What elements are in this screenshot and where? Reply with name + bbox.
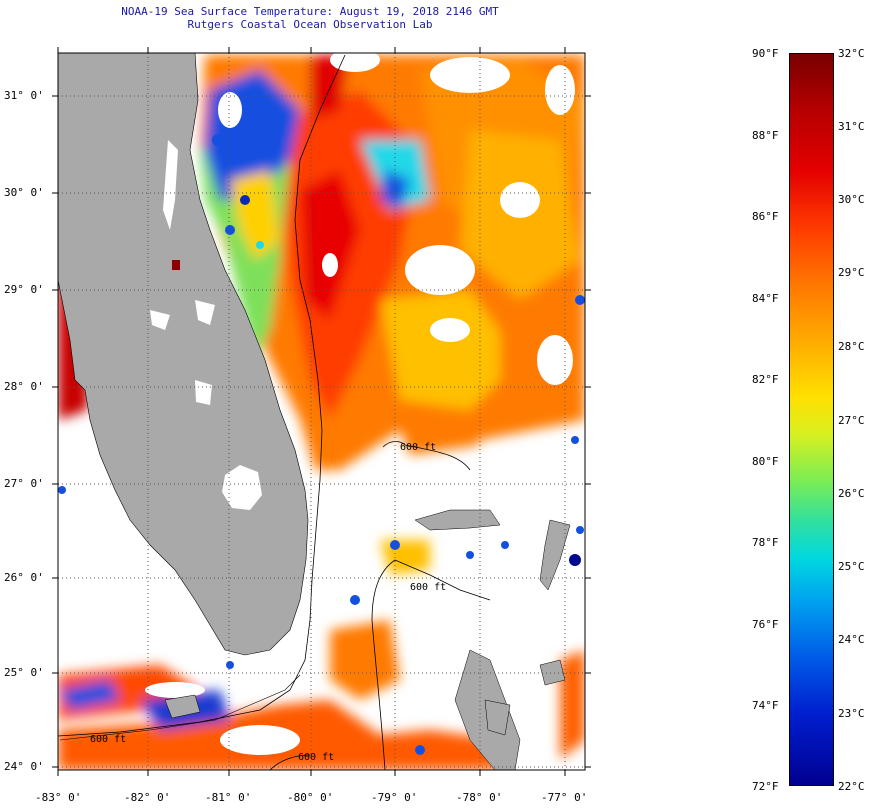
- colorbar-c-label: 24°C: [838, 633, 865, 646]
- contour-label: 600 ft: [400, 442, 436, 453]
- contour-label: 600 ft: [298, 752, 334, 763]
- colorbar-c-label: 23°C: [838, 707, 865, 720]
- lake-okeechobee: [222, 465, 262, 510]
- isobath-contours: [58, 54, 491, 770]
- map-subtitle: Rutgers Coastal Ocean Observation Lab: [187, 18, 433, 31]
- colorbar-c-label: 22°C: [838, 780, 865, 793]
- colorbar-f-label: 90°F: [752, 47, 779, 60]
- lon-label: -79° 0': [371, 791, 418, 804]
- lat-label: 25° 0': [4, 666, 44, 679]
- map-frame: [57, 52, 586, 771]
- axis-ticks: [52, 47, 591, 776]
- lat-label: 30° 0': [4, 186, 44, 199]
- colorbar-f-label: 76°F: [752, 618, 779, 631]
- cold-specks: [58, 134, 585, 755]
- colorbar-c-label: 32°C: [838, 47, 865, 60]
- colorbar-f-label: 72°F: [752, 780, 779, 793]
- colorbar-f-label: 74°F: [752, 699, 779, 712]
- sst-map: 600 ft 600 ft 600 ft 600 ft: [52, 47, 591, 776]
- colorbar-f-label: 86°F: [752, 210, 779, 223]
- contour-label: 600 ft: [90, 734, 126, 745]
- colorbar-c-label: 26°C: [838, 487, 865, 500]
- colorbar-c-label: 31°C: [838, 120, 865, 133]
- lat-label: 28° 0': [4, 380, 44, 393]
- contour-label: 600 ft: [410, 582, 446, 593]
- map-title: NOAA-19 Sea Surface Temperature: August …: [121, 5, 499, 18]
- cloud-blobs: [145, 53, 575, 755]
- keys-coastline: [59, 674, 301, 741]
- lon-label: -80° 0': [287, 791, 334, 804]
- lon-label: -83° 0': [35, 791, 82, 804]
- lat-label: 29° 0': [4, 283, 44, 296]
- colorbar-f-label: 80°F: [752, 455, 779, 468]
- colorbar-f-label: 78°F: [752, 536, 779, 549]
- temperature-colorbar: [789, 53, 834, 786]
- colorbar-f-label: 84°F: [752, 292, 779, 305]
- lat-label: 31° 0': [4, 89, 44, 102]
- colorbar-c-label: 28°C: [838, 340, 865, 353]
- lat-label: 24° 0': [4, 760, 44, 773]
- colorbar-f-label: 82°F: [752, 373, 779, 386]
- lat-label: 26° 0': [4, 571, 44, 584]
- lon-label: -82° 0': [124, 791, 171, 804]
- lat-label: 27° 0': [4, 477, 44, 490]
- colorbar-f-label: 88°F: [752, 129, 779, 142]
- lon-label: -78° 0': [456, 791, 503, 804]
- colorbar-c-label: 29°C: [838, 266, 865, 279]
- bahamas-land: [164, 509, 571, 770]
- colorbar-c-label: 25°C: [838, 560, 865, 573]
- colorbar-c-label: 27°C: [838, 414, 865, 427]
- lon-label: -77° 0': [541, 791, 588, 804]
- lon-label: -81° 0': [205, 791, 252, 804]
- colorbar-c-label: 30°C: [838, 193, 865, 206]
